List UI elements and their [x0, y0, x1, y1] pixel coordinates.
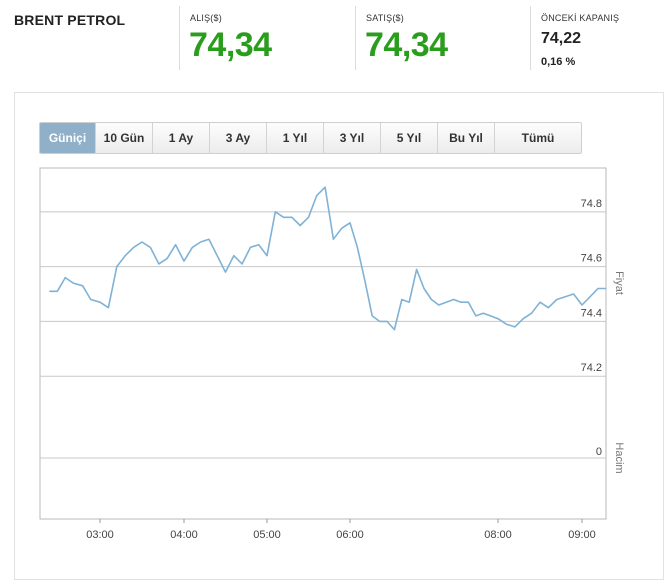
- tab-intraday[interactable]: Güniçi: [40, 123, 96, 153]
- volume-tick-label: 0: [596, 446, 602, 458]
- time-tick-label: 04:00: [170, 529, 198, 541]
- chart-panel: [14, 92, 664, 580]
- percent-change: 0,16 %: [541, 56, 576, 68]
- instrument-name: BRENT PETROL: [14, 12, 126, 28]
- time-tick-label: 03:00: [86, 529, 114, 541]
- price-axis-title: Fiyat: [613, 271, 625, 295]
- header-divider: [530, 6, 531, 70]
- price-tick-label: 74.6: [581, 253, 602, 265]
- header-divider: [355, 6, 356, 70]
- price-series-line: [49, 186, 606, 331]
- plot-frame: [39, 167, 607, 520]
- tab-3-months[interactable]: 3 Ay: [210, 123, 267, 153]
- ask-value: 74,34: [365, 26, 448, 64]
- time-tick-label: 06:00: [336, 529, 364, 541]
- volume-axis-title: Hacim: [613, 442, 625, 473]
- tab-all[interactable]: Tümü: [495, 123, 581, 153]
- previous-close-value: 74,22: [541, 30, 582, 47]
- tab-1-year[interactable]: 1 Yıl: [267, 123, 324, 153]
- previous-close-label: ÖNCEKİ KAPANIŞ: [541, 13, 620, 23]
- tab-this-year[interactable]: Bu Yıl: [438, 123, 495, 153]
- time-tick-label: 09:00: [568, 529, 596, 541]
- tab-5-years[interactable]: 5 Yıl: [381, 123, 438, 153]
- tab-10-days[interactable]: 10 Gün: [96, 123, 153, 153]
- quote-header: BRENT PETROL ALIŞ($) 74,34 SATIŞ($) 74,3…: [0, 0, 668, 80]
- tab-3-years[interactable]: 3 Yıl: [324, 123, 381, 153]
- header-divider: [179, 6, 180, 70]
- price-tick-label: 74.4: [581, 307, 602, 319]
- price-tick-label: 74.8: [581, 198, 602, 210]
- bid-value: 74,34: [189, 26, 272, 64]
- range-tab-bar: Güniçi 10 Gün 1 Ay 3 Ay 1 Yıl 3 Yıl 5 Yı…: [39, 122, 582, 154]
- ask-label: SATIŞ($): [366, 13, 404, 23]
- tab-1-month[interactable]: 1 Ay: [153, 123, 210, 153]
- price-tick-label: 74.2: [581, 362, 602, 374]
- time-tick-label: 08:00: [484, 529, 512, 541]
- bid-label: ALIŞ($): [190, 13, 222, 23]
- time-tick-label: 05:00: [253, 529, 281, 541]
